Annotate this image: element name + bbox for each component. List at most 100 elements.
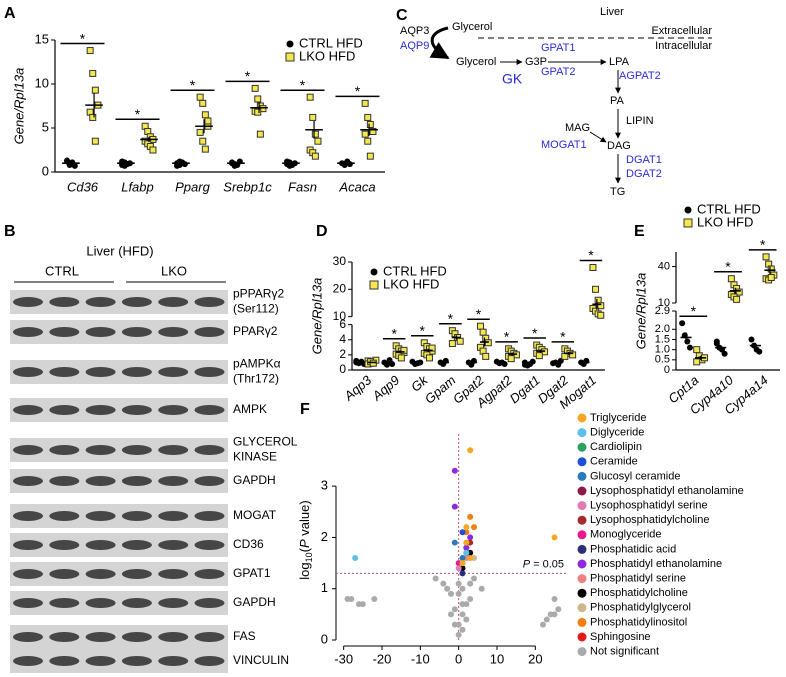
- data-point: [467, 580, 474, 587]
- blot-band: [158, 405, 189, 415]
- x-tick-label: 10: [490, 651, 504, 666]
- data-point: [121, 159, 128, 166]
- y-tick-label: 6: [339, 317, 346, 331]
- y-tick-label: 0: [321, 631, 328, 646]
- data-point: [756, 348, 763, 355]
- y-tick-label: 4: [339, 332, 346, 346]
- legend-label: Lysophosphatidyl serine: [590, 500, 708, 512]
- y-axis-title-part: log: [297, 562, 312, 579]
- data-point: [471, 524, 477, 531]
- data-point: [555, 606, 562, 613]
- data-point: [459, 570, 466, 577]
- data-point: [479, 328, 487, 336]
- legend-marker: [577, 544, 587, 554]
- data-point: [459, 529, 466, 536]
- legend-marker: [577, 515, 587, 525]
- blot-band: [85, 327, 116, 337]
- node-label: MAG: [565, 122, 590, 134]
- significance-label: *: [560, 329, 566, 345]
- blot-band: [49, 367, 80, 377]
- blot-strip: [10, 438, 228, 462]
- data-point: [597, 302, 605, 310]
- blot-band: [49, 511, 80, 521]
- significance-label: *: [391, 326, 397, 342]
- y-axis-title-part: P: [297, 539, 312, 548]
- blot-band: [121, 297, 152, 307]
- blot-band: [121, 367, 152, 377]
- data-point: [459, 585, 466, 592]
- data-point: [551, 534, 558, 541]
- data-point: [684, 338, 691, 345]
- legend-label: Phosphatidic acid: [590, 543, 676, 555]
- data-point: [463, 616, 470, 623]
- significance-label: *: [760, 237, 766, 253]
- blot-band: [194, 656, 225, 666]
- data-point: [314, 137, 322, 145]
- blot-band: [121, 569, 152, 579]
- region-label: Extracellular: [651, 25, 712, 37]
- y-tick-label: 15: [35, 31, 49, 46]
- blot-band: [121, 598, 152, 608]
- significance-label: *: [532, 325, 538, 341]
- blot-band: [158, 569, 189, 579]
- data-point: [199, 137, 207, 145]
- data-point: [91, 86, 99, 94]
- data-point: [767, 265, 775, 273]
- legend-marker: [577, 617, 587, 627]
- legend-label: Phosphatidyl ethanolamine: [590, 558, 722, 570]
- significance-label: *: [245, 68, 251, 84]
- node-label: PA: [610, 95, 625, 107]
- panel-letter: F: [300, 401, 310, 418]
- y-axis-title-part: (: [297, 547, 312, 552]
- legend-label: CTRL HFD: [299, 35, 363, 50]
- legend-label: Sphingosine: [590, 631, 651, 643]
- significance-label: *: [504, 329, 510, 345]
- blot-band: [49, 569, 80, 579]
- legend-label: Phosphatidylcholine: [590, 587, 688, 599]
- y-tick-label: 0: [42, 163, 49, 178]
- blot-label: (Thr172): [233, 372, 279, 386]
- significance-label: *: [80, 30, 86, 46]
- y-tick-label: 30: [333, 254, 347, 268]
- y-tick-label: 2: [339, 347, 346, 361]
- legend-label: Phosphatidyl serine: [590, 573, 686, 585]
- data-point: [592, 285, 600, 293]
- group-label: CTRL: [45, 263, 79, 278]
- x-tick-label: Aqp3: [341, 372, 375, 404]
- data-point: [589, 263, 597, 271]
- data-point: [181, 161, 188, 168]
- y-tick-label: 2.0: [655, 323, 670, 335]
- blot-band: [194, 511, 225, 521]
- blot-band: [194, 476, 225, 486]
- legend-marker: [577, 603, 587, 613]
- blot-band: [194, 327, 225, 337]
- data-point: [306, 93, 314, 101]
- data-point: [174, 162, 181, 169]
- data-point: [748, 336, 755, 343]
- data-point: [89, 69, 97, 77]
- node-label: Glycerol: [456, 56, 496, 68]
- y-tick-label: 0: [339, 362, 346, 376]
- legend-marker: [370, 268, 378, 276]
- blot-band: [49, 656, 80, 666]
- significance-label: *: [691, 303, 697, 319]
- data-point: [371, 595, 378, 602]
- blot-strip: [10, 591, 228, 615]
- data-point: [471, 575, 477, 582]
- data-point: [359, 601, 366, 608]
- data-point: [459, 626, 466, 633]
- panel-letter: E: [634, 223, 645, 240]
- blot-band: [49, 297, 80, 307]
- data-point: [535, 352, 543, 360]
- blot-label: AMPK: [233, 402, 267, 416]
- x-tick-label: 20: [528, 651, 542, 666]
- blot-band: [121, 405, 152, 415]
- legend-label: CTRL HFD: [383, 263, 447, 278]
- y-tick-label: 0: [664, 364, 670, 376]
- data-point: [543, 616, 550, 623]
- y-tick-label: 40: [658, 260, 670, 272]
- legend-marker: [577, 530, 587, 540]
- legend-label: Triglyceride: [590, 412, 646, 424]
- y-axis-title: Gene/Rpl13a: [633, 273, 648, 350]
